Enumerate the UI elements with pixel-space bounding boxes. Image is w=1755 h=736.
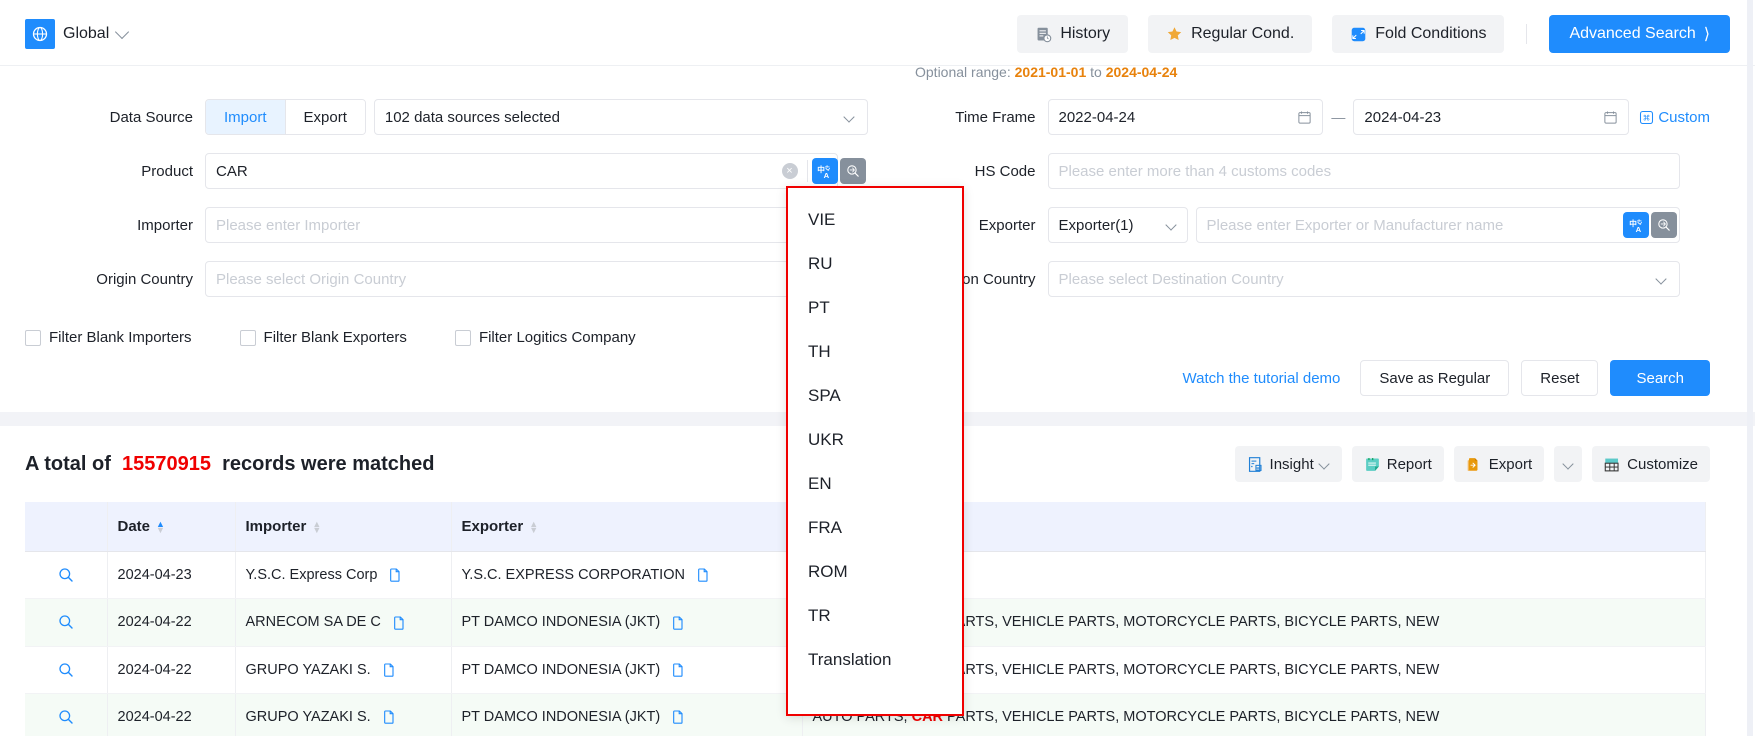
svg-text:⌘: ⌘ [1643, 113, 1651, 122]
svg-text:A: A [824, 170, 830, 179]
svg-text:A: A [1635, 224, 1641, 233]
svg-text:BI: BI [1256, 466, 1260, 470]
